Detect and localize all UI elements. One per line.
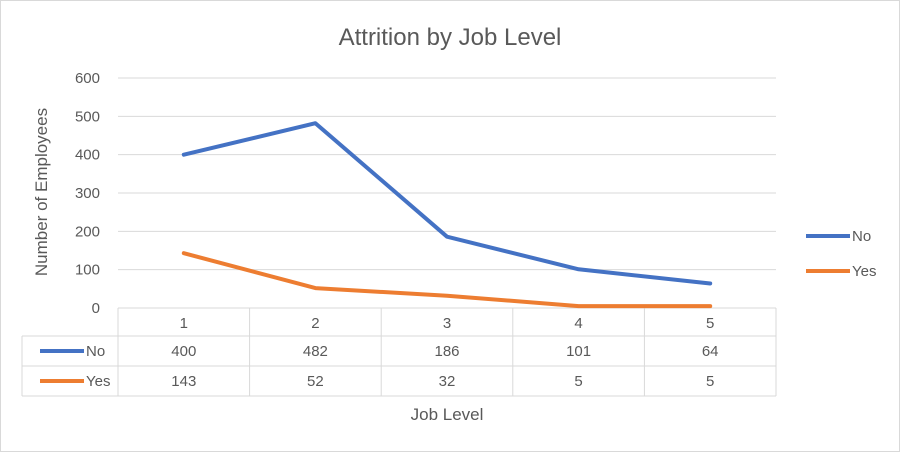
- table-cell: 482: [303, 343, 328, 360]
- y-tick-label: 300: [75, 185, 100, 202]
- chart-title: Attrition by Job Level: [339, 24, 562, 51]
- table-cell: 32: [439, 373, 456, 390]
- y-tick-label: 400: [75, 147, 100, 164]
- y-tick-label: 500: [75, 108, 100, 125]
- x-tick-label: 2: [311, 315, 319, 332]
- gridlines: [118, 77, 776, 271]
- data-table: 1 2 3 4 5 No 400 482 186 101 64 Yes 143 52 32 5 5: [21, 307, 777, 397]
- table-cell: 186: [434, 343, 459, 360]
- legend: No Yes: [806, 228, 876, 280]
- series-line-yes: [181, 251, 713, 309]
- table-cell: 64: [702, 343, 719, 360]
- table-cell: 400: [171, 343, 196, 360]
- legend-label: Yes: [852, 263, 876, 280]
- y-tick-label: 600: [75, 70, 100, 87]
- x-tick-label: 5: [706, 315, 714, 332]
- table-cell: 5: [574, 373, 582, 390]
- x-tick-label: 1: [180, 315, 188, 332]
- series-line-no: [181, 121, 713, 286]
- y-tick-labels: 0 100 200 300 400 500 600: [75, 70, 100, 317]
- table-series-name: No: [86, 343, 105, 360]
- series-lines: [181, 121, 713, 309]
- table-cell: 143: [171, 373, 196, 390]
- x-axis-title: Job Level: [411, 405, 484, 424]
- table-cell: 101: [566, 343, 591, 360]
- table-series-name: Yes: [86, 373, 110, 390]
- x-tick-label: 3: [443, 315, 451, 332]
- legend-label: No: [852, 228, 871, 245]
- y-tick-label: 100: [75, 262, 100, 279]
- y-tick-label: 0: [92, 300, 100, 317]
- y-axis-title: Number of Employees: [32, 108, 51, 276]
- x-tick-label: 4: [574, 315, 582, 332]
- table-cell: 52: [307, 373, 324, 390]
- table-cell: 5: [706, 373, 714, 390]
- y-tick-label: 200: [75, 223, 100, 240]
